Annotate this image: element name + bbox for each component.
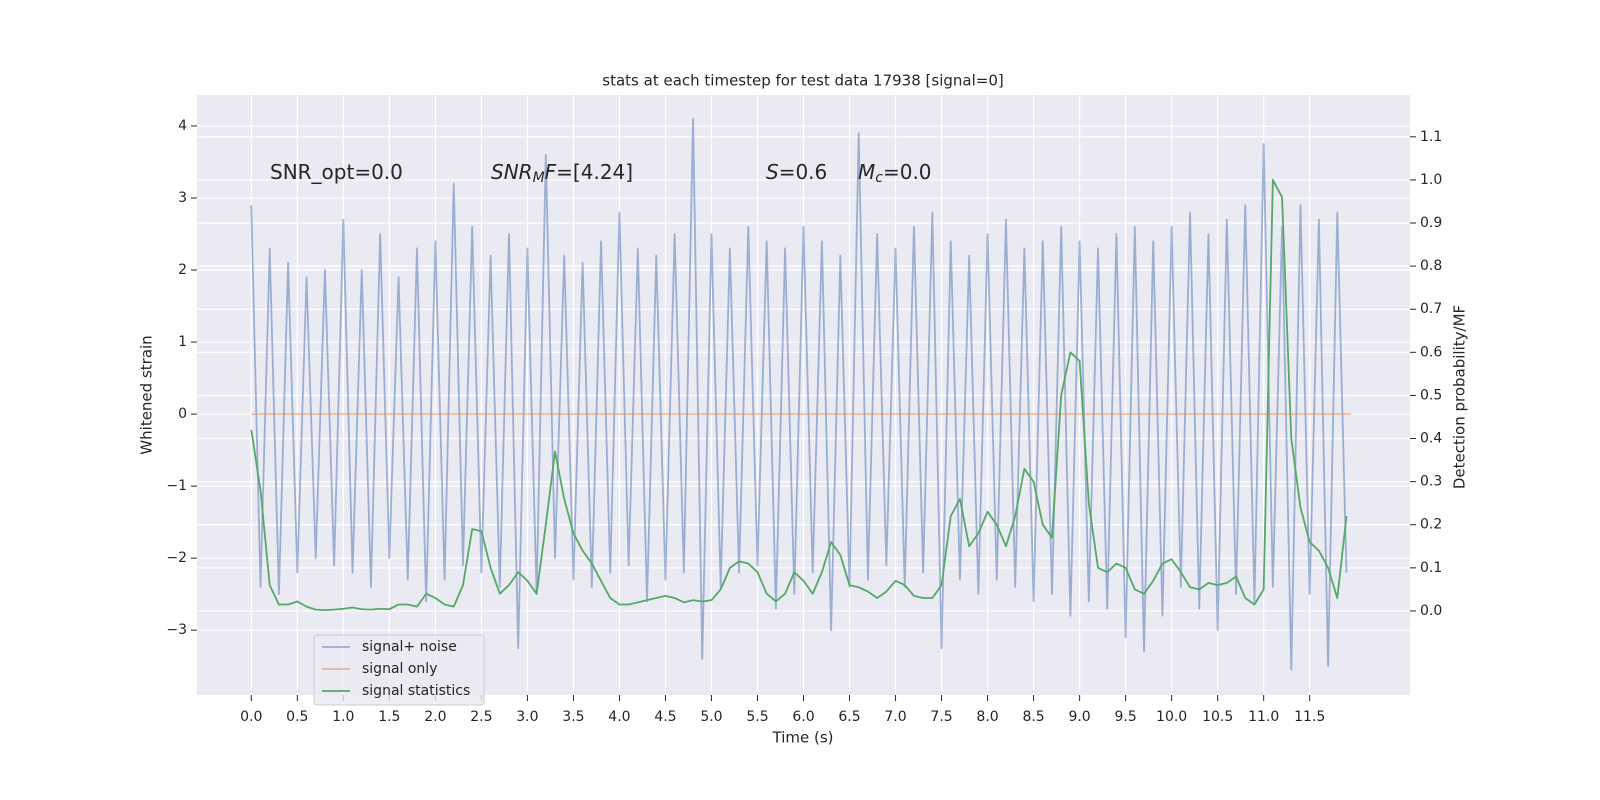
x-tick-label: 4.5 [654, 709, 676, 725]
y2-tick-label: 0.1 [1420, 560, 1442, 576]
y-tick-label: 1 [178, 334, 187, 350]
annotation-part: SNR_opt=0.0 [270, 160, 403, 184]
y2-tick-label: 0.5 [1420, 387, 1442, 403]
chart-title: stats at each timestep for test data 179… [602, 72, 1003, 90]
y-tick-label: −2 [166, 550, 187, 566]
y-axis-label: Whitened strain [138, 335, 156, 454]
legend-label: signal only [362, 661, 437, 677]
y2-tick-label: 0.0 [1420, 603, 1442, 619]
annotation-part: =0.6 [779, 160, 828, 184]
legend-label: signal statistics [362, 683, 470, 699]
annotation-part: M [533, 170, 545, 186]
x-tick-label: 5.0 [700, 709, 722, 725]
y2-tick-label: 0.9 [1420, 215, 1442, 231]
y2-tick-label: 1.0 [1420, 172, 1442, 188]
annotation: SNR_opt=0.0 [270, 160, 403, 184]
annotation: Mc=0.0 [858, 160, 932, 187]
x-tick-label: 11.5 [1294, 709, 1325, 725]
x-tick-label: 0.0 [240, 709, 262, 725]
x-tick-label: 3.0 [516, 709, 538, 725]
legend-box [313, 634, 485, 706]
annotation-part: c [875, 170, 883, 186]
y2-tick-label: 0.6 [1420, 344, 1442, 360]
x-tick-label: 9.0 [1068, 709, 1090, 725]
x-tick-label: 7.0 [884, 709, 906, 725]
legend: signal+ noise signal only signal statistic… [313, 634, 485, 706]
y2-tick-label: 0.2 [1420, 517, 1442, 533]
x-tick-label: 8.5 [1022, 709, 1044, 725]
y2-tick-label: 0.7 [1420, 301, 1442, 317]
x-tick-label: 6.0 [792, 709, 814, 725]
x-tick-label: 9.5 [1114, 709, 1136, 725]
y-tick-label: −1 [166, 478, 187, 494]
x-tick-label: 7.5 [930, 709, 952, 725]
x-tick-label: 3.5 [562, 709, 584, 725]
x-tick-label: 5.5 [746, 709, 768, 725]
annotation: SNRMF=[4.24] [491, 160, 633, 187]
y2-tick-label: 0.4 [1420, 431, 1442, 447]
x-tick-label: 6.5 [838, 709, 860, 725]
annotation-part: =0.0 [883, 160, 932, 184]
y2-axis-label: Detection probability/MF [1451, 305, 1469, 489]
x-tick-label: 10.0 [1156, 709, 1187, 725]
y-tick-label: 4 [178, 118, 187, 134]
x-tick-label: 8.0 [976, 709, 998, 725]
x-tick-label: 2.0 [424, 709, 446, 725]
annotation-part: SNR [491, 160, 533, 184]
x-tick-label: 0.5 [286, 709, 308, 725]
x-tick-label: 11.0 [1248, 709, 1279, 725]
legend-label: signal+ noise [362, 639, 457, 655]
annotation-part: F [545, 160, 557, 184]
annotation-part: =[4.24] [556, 160, 633, 184]
series-line [250, 179, 1348, 611]
y-tick-label: 3 [178, 190, 187, 206]
x-axis-label: Time (s) [772, 729, 834, 747]
x-tick-label: 10.5 [1202, 709, 1233, 725]
series-line [250, 117, 1348, 671]
y2-tick-label: 0.3 [1420, 474, 1442, 490]
labels: 0.0 0.5 1.0 1.5 2.0 2.5 3.0 3.5 4.0 4.5 5.0 5.5 6.0 6… [166, 118, 1442, 725]
y-tick-label: 2 [178, 262, 187, 278]
annotation: S=0.6 [766, 160, 827, 184]
x-tick-label: 2.5 [470, 709, 492, 725]
y2-tick-label: 0.8 [1420, 258, 1442, 274]
grid [197, 95, 1410, 695]
annotation-part: S [766, 160, 779, 184]
y-tick-label: 0 [178, 406, 187, 422]
x-tick-label: 1.5 [378, 709, 400, 725]
y-tick-label: −3 [166, 622, 187, 638]
x-tick-label: 4.0 [608, 709, 630, 725]
y2-tick-label: 1.1 [1420, 129, 1442, 145]
annotation-part: M [858, 160, 875, 184]
marks [250, 117, 1352, 671]
x-tick-label: 1.0 [332, 709, 354, 725]
